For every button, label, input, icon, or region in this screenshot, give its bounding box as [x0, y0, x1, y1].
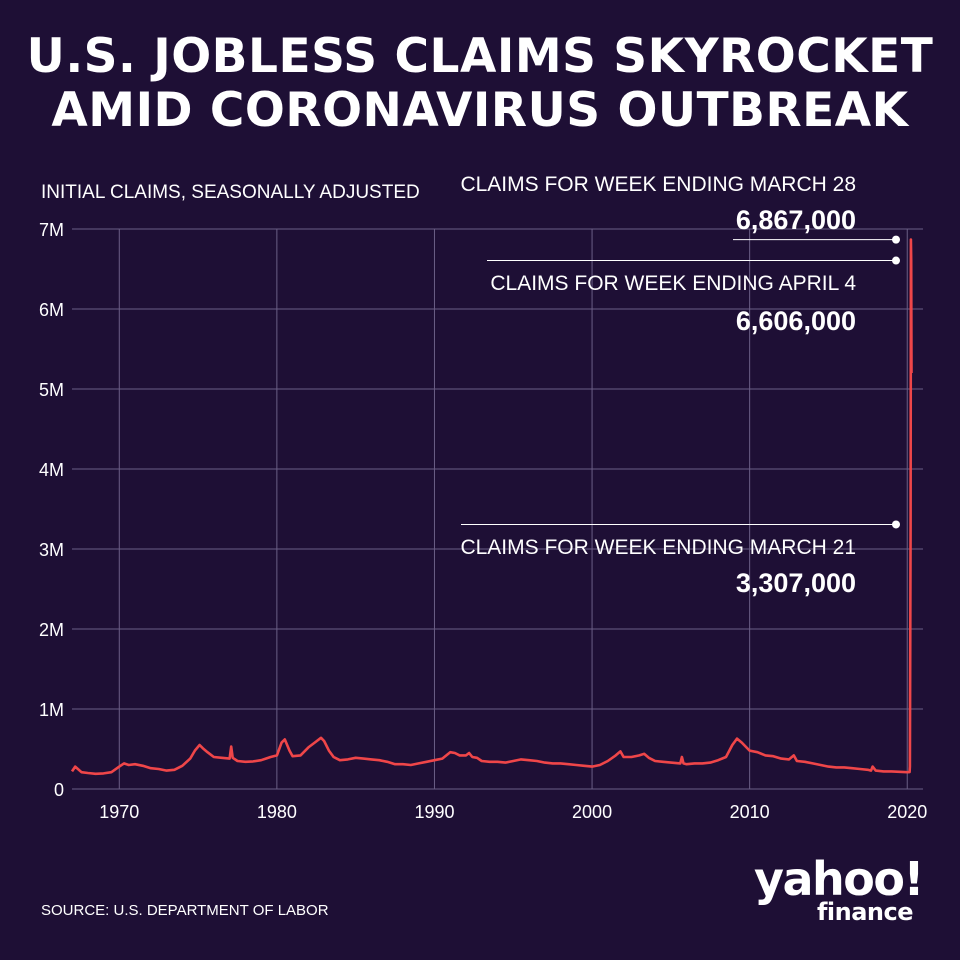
- chart-title-line-1: U.S. JOBLESS CLAIMS SKYROCKET: [26, 29, 934, 84]
- x-tick-label: 1990: [414, 802, 454, 822]
- logo-wordmark: yahoo!: [754, 852, 924, 906]
- source-note: SOURCE: U.S. DEPARTMENT OF LABOR: [41, 902, 329, 919]
- y-tick-label: 2M: [39, 620, 64, 640]
- annotation-value: 6,867,000: [736, 205, 856, 235]
- x-tick-label: 1970: [99, 802, 139, 822]
- chart-title: U.S. JOBLESS CLAIMS SKYROCKET AMID CORON…: [0, 30, 960, 138]
- y-tick-label: 3M: [39, 540, 64, 560]
- y-axis-caption: INITIAL CLAIMS, SEASONALLY ADJUSTED: [41, 182, 420, 203]
- y-tick-label: 5M: [39, 380, 64, 400]
- annotation-label: CLAIMS FOR WEEK ENDING MARCH 28: [460, 173, 856, 196]
- chart-title-line-2: AMID CORONAVIRUS OUTBREAK: [51, 83, 909, 138]
- annotation-label: CLAIMS FOR WEEK ENDING MARCH 21: [460, 536, 856, 559]
- x-tick-label: 2020: [887, 802, 927, 822]
- y-tick-label: 4M: [39, 460, 64, 480]
- annotation-marker: [892, 235, 900, 244]
- annotation-value: 3,307,000: [736, 568, 856, 598]
- y-axis-ticks: 0 1M 2M 3M 4M 5M 6M 7M: [39, 220, 64, 800]
- y-tick-label: 1M: [39, 700, 64, 720]
- annotation-value: 6,606,000: [736, 306, 856, 336]
- y-tick-label: 7M: [39, 220, 64, 240]
- x-tick-label: 2000: [572, 802, 612, 822]
- initial-claims-line: [70, 238, 913, 776]
- x-tick-label: 1980: [257, 802, 297, 822]
- x-axis-ticks: 1970 1980 1990 2000 2010 2020: [99, 802, 927, 822]
- yahoo-finance-logo: yahoo! finance: [748, 852, 924, 928]
- y-tick-label: 0: [54, 780, 64, 800]
- x-tick-label: 2010: [730, 802, 770, 822]
- annotation-leader-lines: [461, 239, 896, 525]
- y-tick-label: 6M: [39, 300, 64, 320]
- series-layer: [70, 238, 913, 776]
- annotation-marker: [892, 256, 900, 265]
- chart-grid: [72, 228, 923, 790]
- logo-subtext: finance: [816, 898, 914, 926]
- annotation-markers: [892, 235, 900, 529]
- annotation-labels: CLAIMS FOR WEEK ENDING MARCH 28 6,867,000…: [460, 173, 856, 598]
- annotation-marker: [892, 520, 900, 529]
- annotation-label: CLAIMS FOR WEEK ENDING APRIL 4: [490, 272, 856, 295]
